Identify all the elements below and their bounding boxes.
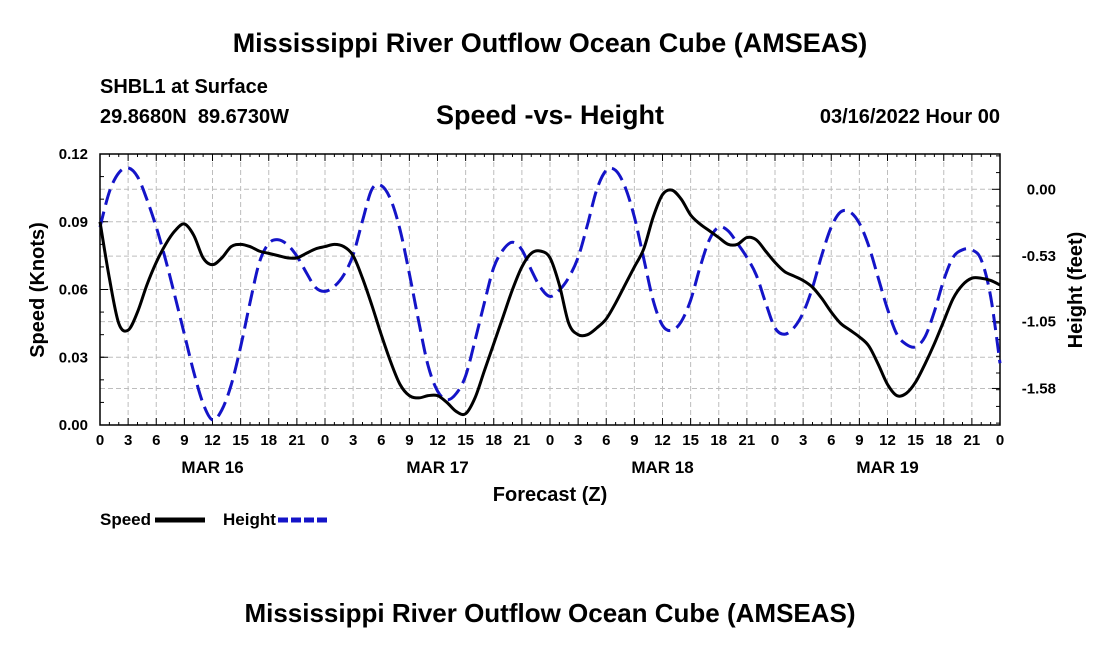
x-tick-label: 9 [855,432,863,449]
y2-tick-label: -0.53 [1022,248,1056,265]
x-tick-label: 18 [710,432,727,449]
x-tick-label: 0 [546,432,554,449]
x-tick-label: 6 [602,432,610,449]
x-tick-label: 9 [405,432,413,449]
y-tick-label: 0.00 [59,417,88,434]
date-label: MAR 18 [631,458,693,477]
axis-ticks: 0 3 6 9 12 15 18 21 0 3 6 9 12 15 18 21 0 3 6 9 12 15 18 21 0 3 6 9… [59,146,1056,477]
date-label: MAR 16 [181,458,243,477]
y2-tick-label: -1.05 [1022,314,1056,331]
x-tick-label: 3 [574,432,582,449]
x-tick-label: 6 [152,432,160,449]
x-tick-label: 6 [377,432,385,449]
date-label: MAR 19 [856,458,918,477]
footer-title: Mississippi River Outflow Ocean Cube (AM… [244,598,856,628]
x-tick-label: 15 [457,432,474,449]
speed-height-chart: 0 3 6 9 12 15 18 21 0 3 6 9 12 15 18 21 0 3 6 9 12 15 18 21 0 3 6 9… [27,146,1087,506]
x-tick-label: 12 [204,432,221,449]
x-tick-label: 21 [289,432,306,449]
x-tick-label: 3 [349,432,357,449]
legend: Speed Height [100,508,330,532]
speed-series-line [98,188,1001,417]
x-tick-label: 9 [630,432,638,449]
x-tick-label: 21 [964,432,981,449]
x-tick-label: 12 [654,432,671,449]
x-tick-label: 15 [232,432,249,449]
legend-height-label: Height [223,510,276,529]
x-tick-label: 6 [827,432,835,449]
y-tick-label: 0.03 [59,349,88,366]
x-tick-label: 0 [321,432,329,449]
y2-tick-label: -1.58 [1022,380,1056,397]
y-tick-label: 0.09 [59,214,88,231]
x-axis-label: Forecast (Z) [493,484,607,506]
date-label: MAR 17 [406,458,468,477]
x-tick-label: 15 [907,432,924,449]
chart-title: Mississippi River Outflow Ocean Cube (AM… [232,28,868,58]
series-lines [98,166,1002,422]
x-tick-label: 12 [429,432,446,449]
x-tick-label: 15 [682,432,699,449]
station-label: SHBL1 at Surface [100,76,268,98]
x-tick-label: 0 [771,432,779,449]
y-axis-label: Speed (Knots) [27,222,49,358]
plot-title: Speed -vs- Height [435,100,665,130]
x-tick-label: 12 [879,432,896,449]
x-tick-label: 9 [180,432,188,449]
x-tick-label: 3 [799,432,807,449]
x-tick-label: 0 [96,432,104,449]
y-tick-label: 0.06 [59,282,88,299]
legend-speed-swatch [155,517,206,523]
x-tick-label: 18 [485,432,502,449]
y2-axis-label: Height (feet) [1065,232,1087,349]
location-label: 29.8680N 89.6730W [100,106,290,128]
grid-lines [100,154,1000,425]
legend-height-swatch [277,517,328,523]
legend-speed-label: Speed [100,510,152,529]
x-tick-label: 3 [124,432,132,449]
height-series-line [98,166,1002,422]
x-tick-label: 18 [260,432,277,449]
y2-tick-label: 0.00 [1027,181,1056,198]
x-tick-label: 18 [935,432,952,449]
datetime-label: 03/16/2022 Hour 00 [819,106,1000,128]
x-tick-label: 0 [996,432,1004,449]
y-tick-label: 0.12 [59,146,88,163]
x-tick-label: 21 [514,432,531,449]
x-tick-label: 21 [739,432,756,449]
